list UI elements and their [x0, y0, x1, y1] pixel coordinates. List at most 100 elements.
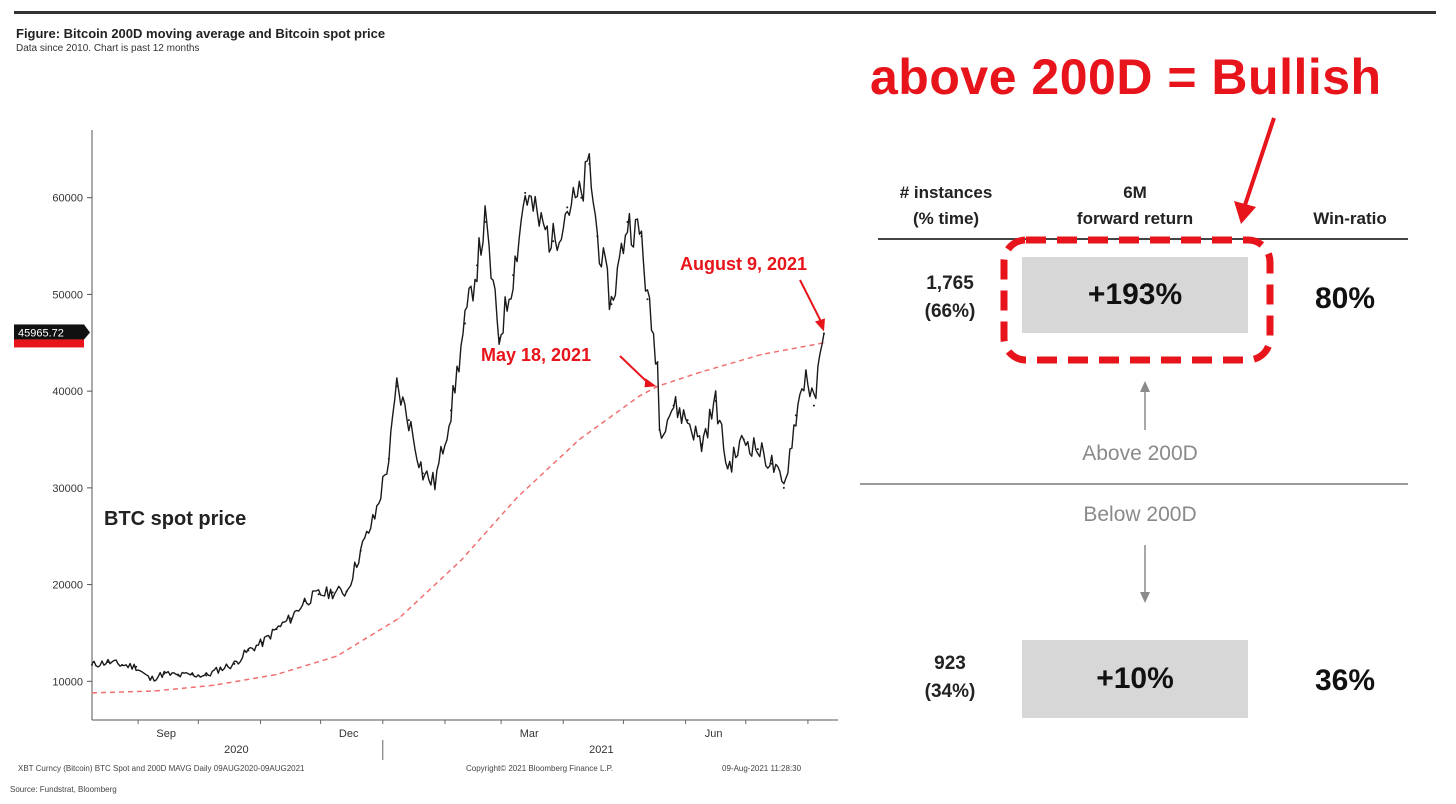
btc-spot-point [247, 649, 250, 652]
last-price-tag-pointer [84, 324, 90, 340]
below-pct-time: (34%) [924, 681, 976, 702]
btc-spot-point [498, 336, 501, 339]
may-18-annotation: May 18, 2021 [481, 345, 591, 365]
source-note: Source: Fundstrat, Bloomberg [10, 785, 117, 794]
x-month-label: Jun [705, 728, 723, 740]
btc-spot-point [656, 361, 659, 364]
y-tick-label: 10000 [52, 676, 83, 688]
above-pct-time: (66%) [924, 301, 976, 322]
btc-spot-point [524, 191, 527, 194]
y-tick-label: 60000 [52, 193, 83, 205]
btc-spot-point [742, 438, 745, 441]
btc-spot-point [626, 220, 629, 223]
price-series-layer [91, 152, 825, 682]
header-instances: # instances (% time) [876, 180, 1016, 232]
above-200d-label: Above 200D [1082, 442, 1198, 465]
ma-200d-point [760, 353, 763, 356]
btc-spot-point [91, 663, 93, 666]
btc-spot-point [812, 404, 815, 407]
btc-spot-point [672, 404, 675, 407]
x-month-label: Dec [339, 728, 359, 740]
above-return-box: +193% [1022, 257, 1248, 333]
header-forward-return: 6M forward return [1050, 180, 1220, 232]
btc-spot-point [714, 399, 717, 402]
header-instances-line1: # instances [899, 183, 993, 202]
headline-arrow [1242, 117, 1276, 209]
figure-title: Figure: Bitcoin 200D moving average and … [16, 26, 386, 41]
may-18-arrowhead [644, 378, 657, 388]
btc-spot-point [646, 298, 649, 301]
chart-label-layer: 45965.72 BTC spot price May 18, 2021 August… [14, 254, 825, 530]
btc-spot-point [804, 370, 807, 373]
ma-200d-point [153, 690, 155, 692]
ma-200d-point [275, 673, 278, 676]
btc-spot-point [395, 385, 398, 388]
btc-spot-point [476, 264, 479, 267]
below-return-box: +10% [1022, 640, 1248, 718]
btc-spot-point [770, 462, 773, 465]
aug-9-arrowhead [814, 318, 825, 332]
above-win-ratio: 80% [1314, 282, 1376, 315]
btc-spot-point [552, 240, 555, 243]
btc-spot-point [658, 428, 661, 431]
header-forward-return-line2: forward return [1076, 209, 1194, 228]
btc-spot-point [163, 672, 166, 675]
x-year-label: 2021 [589, 744, 613, 756]
below-200d-label: Below 200D [1083, 503, 1197, 526]
chart-footer-center: Copyright© 2021 Bloomberg Finance L.P. [466, 764, 614, 773]
ma-200d-point [213, 684, 216, 686]
btc-spot-point [261, 641, 264, 644]
bullish-headline: above 200D = Bullish [870, 49, 1382, 105]
last-price-tag [14, 324, 84, 340]
btc-spot-point [610, 303, 613, 306]
above-instances: 1,765 [926, 273, 974, 294]
ma-200d-point [460, 559, 462, 562]
down-arrow-head [1140, 592, 1150, 603]
btc-spot-point [822, 332, 825, 335]
top-rule [14, 11, 1436, 14]
chart-footer-right: 09-Aug-2021 11:28:30 [722, 764, 802, 773]
btc-spot-point [538, 220, 541, 223]
y-tick-label: 40000 [52, 386, 83, 398]
ma-200d-point [335, 655, 338, 657]
btc-spot-point [726, 467, 729, 470]
btc-spot-point [219, 667, 222, 670]
btc-spot-point [484, 220, 487, 223]
btc-spot-point [191, 673, 194, 676]
ma-200d-point [516, 496, 518, 499]
btc-spot-point [205, 674, 208, 677]
chart-footer-left: XBT Curncy (Bitcoin) BTC Spot and 200D M… [18, 764, 305, 773]
btc-spot-annotation: BTC spot price [104, 508, 246, 530]
btc-spot-point [756, 448, 759, 451]
btc-spot-point [566, 206, 569, 209]
btc-spot-point [407, 419, 410, 422]
below-win-ratio: 36% [1314, 664, 1376, 697]
above-instances-cell: 1,765 (66%) [895, 270, 1005, 326]
btc-spot-point [149, 678, 152, 681]
btc-spot-point [345, 590, 348, 593]
ma-200d-point [700, 371, 703, 373]
y-tick-label: 50000 [52, 289, 83, 301]
btc-spot-point [596, 235, 599, 238]
up-arrow-head [1140, 381, 1150, 392]
btc-spot-point [387, 457, 390, 460]
btc-spot-point [421, 472, 424, 475]
figure-subtitle: Data since 2010. Chart is past 12 months [16, 43, 200, 54]
btc-spot-point [289, 617, 292, 620]
btc-spot-point [177, 674, 180, 677]
below-instances-cell: 923 (34%) [895, 650, 1005, 706]
x-month-label: Sep [156, 728, 176, 740]
btc-spot-point [373, 515, 376, 518]
aug-9-arrow [799, 279, 823, 324]
btc-spot-point [121, 663, 124, 666]
headline-arrow-head [1234, 201, 1256, 224]
btc-spot-point [640, 235, 643, 238]
y-tick-label: 30000 [52, 483, 83, 495]
ma-200d-point [398, 617, 400, 620]
btc-spot-point [686, 419, 689, 422]
btc-spot-point [275, 628, 278, 631]
x-month-label: Mar [520, 728, 539, 740]
btc-spot-point [782, 486, 785, 489]
btc-spot-point [107, 660, 110, 663]
ma-200d-point [638, 395, 641, 397]
